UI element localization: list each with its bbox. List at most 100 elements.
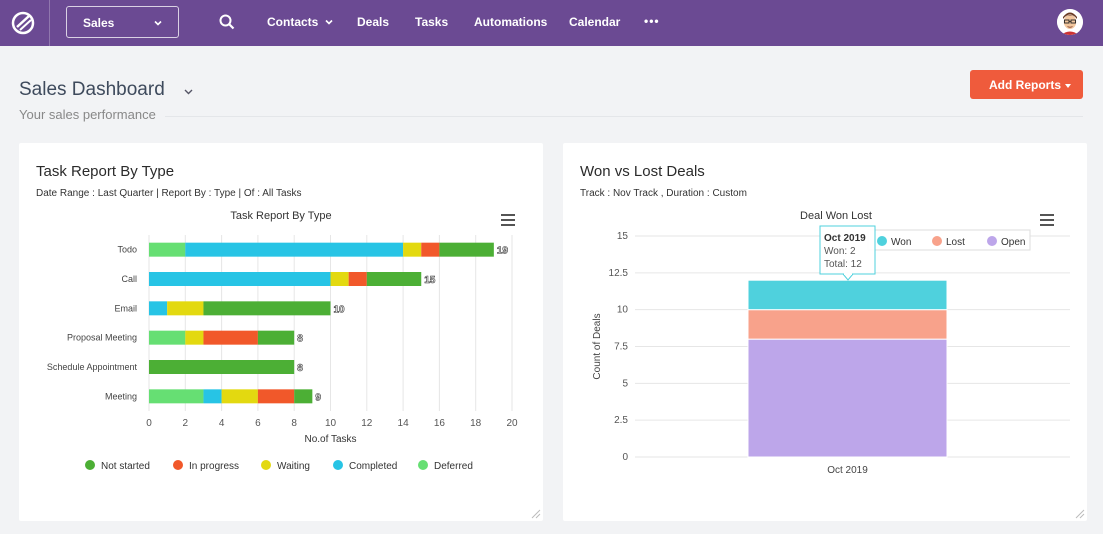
legend: Won Lost Open xyxy=(867,229,1031,251)
card-title: Won vs Lost Deals xyxy=(580,163,705,180)
nav-automations[interactable]: Automations xyxy=(474,15,548,29)
y-tick-label: 12.5 xyxy=(609,268,629,279)
tooltip-title: Oct 2019 xyxy=(824,233,866,244)
x-tick-label: 6 xyxy=(255,418,261,429)
bar-total-label: 15 xyxy=(424,275,436,286)
bar-total-label: 19 xyxy=(497,246,509,257)
chart-menu-icon[interactable] xyxy=(501,214,515,226)
bar-segment xyxy=(747,309,948,340)
legend-label: Lost xyxy=(946,237,965,248)
bar-segment xyxy=(747,338,948,458)
legend-marker xyxy=(418,460,428,470)
task-report-chart: 0 2 4 6 8 10 12 14 16 18 20 No.of Tasks Todo 19 Call 15… xyxy=(47,235,518,472)
nav-deals[interactable]: Deals xyxy=(357,15,390,29)
legend-label: In progress xyxy=(189,461,239,472)
x-tick-label: 4 xyxy=(219,418,225,429)
bar-segment xyxy=(149,389,204,404)
caret-down-icon xyxy=(1065,83,1071,88)
avatar-icon xyxy=(1057,9,1083,35)
x-axis-label: No.of Tasks xyxy=(304,434,356,445)
nav-tasks[interactable]: Tasks xyxy=(415,15,449,29)
bar-segment xyxy=(185,330,204,345)
pipeline-select-value: Sales xyxy=(83,16,115,30)
top-navbar: Sales Contacts Deals Tasks Automations C… xyxy=(0,0,1103,46)
task-report-card: Task Report By Type Date Range : Last Qu… xyxy=(19,143,543,521)
bar-segment xyxy=(403,242,422,257)
title-chevron-down-icon[interactable] xyxy=(183,86,194,97)
user-avatar[interactable] xyxy=(1057,9,1083,35)
pipeline-select[interactable]: Sales xyxy=(66,6,179,38)
chevron-down-icon xyxy=(154,20,162,26)
page-subtitle: Your sales performance xyxy=(19,107,156,122)
legend-item: Waiting xyxy=(261,460,310,472)
legend-marker xyxy=(333,460,343,470)
legend-marker xyxy=(932,236,942,246)
app-logo-icon[interactable] xyxy=(8,8,38,38)
x-tick-label: Oct 2019 xyxy=(827,465,868,476)
bar-total-label: 8 xyxy=(297,334,303,345)
bar-segment xyxy=(203,330,258,345)
search-icon[interactable] xyxy=(218,13,236,31)
legend-label: Completed xyxy=(349,461,397,472)
legend-marker xyxy=(987,236,997,246)
bar-segment xyxy=(421,242,440,257)
bar-segment xyxy=(330,272,349,286)
bar-total-label: 9 xyxy=(315,392,321,403)
bar-segment xyxy=(348,272,367,286)
bar-segment xyxy=(257,330,295,345)
chart-tooltip: Oct 2019 Won: 2 Total: 12 xyxy=(819,225,876,281)
legend-item: Completed xyxy=(333,460,397,472)
add-reports-label: Add Reports xyxy=(989,78,1061,92)
card-subtitle: Date Range : Last Quarter | Report By : … xyxy=(36,188,302,199)
bar-segment xyxy=(366,272,422,286)
chevron-down-icon xyxy=(325,19,333,25)
legend-label: Deferred xyxy=(434,461,473,472)
logo-divider xyxy=(49,0,50,46)
y-tick-label: Email xyxy=(114,303,137,313)
y-tick-label: 5 xyxy=(622,378,628,389)
x-tick-label: 16 xyxy=(434,418,446,429)
y-tick-label: Todo xyxy=(117,245,137,255)
x-tick-label: 8 xyxy=(291,418,297,429)
legend-label: Won xyxy=(891,237,911,248)
chart-title: Task Report By Type xyxy=(230,210,332,222)
bar-total-label: 10 xyxy=(334,304,346,315)
x-tick-label: 12 xyxy=(361,418,373,429)
resize-handle-icon[interactable] xyxy=(529,507,541,519)
y-tick-label: Schedule Appointment xyxy=(47,362,138,372)
legend-marker xyxy=(261,460,271,470)
add-reports-button[interactable]: Add Reports xyxy=(970,70,1083,99)
chart-title: Deal Won Lost xyxy=(800,210,872,222)
x-tick-label: 20 xyxy=(506,418,518,429)
bar-segment xyxy=(747,279,948,311)
tooltip-line: Total: 12 xyxy=(824,259,862,270)
page-title: Sales Dashboard xyxy=(19,79,165,100)
nav-calendar[interactable]: Calendar xyxy=(569,15,621,29)
x-tick-label: 10 xyxy=(325,418,337,429)
header-divider xyxy=(165,116,1083,117)
y-tick-label: Meeting xyxy=(105,391,137,401)
bar-total-label: 8 xyxy=(297,363,303,374)
resize-handle-icon[interactable] xyxy=(1073,507,1085,519)
bar-segment xyxy=(149,242,186,257)
legend-marker xyxy=(85,460,95,470)
chart-menu-icon[interactable] xyxy=(1040,214,1054,226)
card-title: Task Report By Type xyxy=(36,163,175,180)
legend-label: Not started xyxy=(101,461,150,472)
y-tick-label: 10 xyxy=(617,305,629,316)
tooltip-line: Won: 2 xyxy=(824,246,856,257)
legend-item: In progress xyxy=(173,460,239,472)
bar-segment xyxy=(203,389,222,404)
legend-label: Open xyxy=(1001,237,1025,248)
bar-segment xyxy=(221,389,258,404)
bar-segment xyxy=(203,301,331,316)
y-tick-label: 0 xyxy=(622,452,628,463)
nav-contacts[interactable]: Contacts xyxy=(267,15,333,29)
bar-segment xyxy=(149,330,186,345)
bar-segment xyxy=(167,301,204,316)
legend-label: Waiting xyxy=(277,461,310,472)
more-menu-icon[interactable]: ••• xyxy=(644,14,660,28)
y-tick-label: Proposal Meeting xyxy=(67,333,137,343)
x-tick-label: 14 xyxy=(398,418,410,429)
